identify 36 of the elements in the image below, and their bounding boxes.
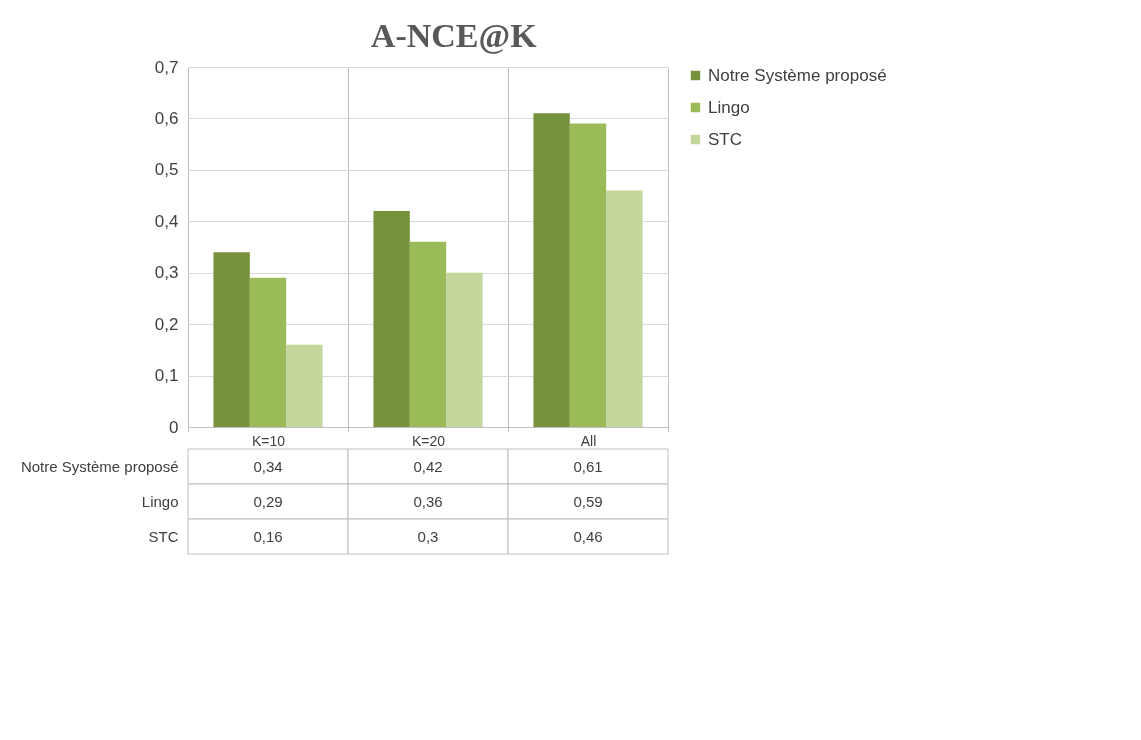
legend-label: Notre Système proposé [708,65,887,85]
bar [606,190,643,427]
data-label: 0,36 [413,492,443,510]
x-tick-label: K=20 [411,432,446,449]
x-tick-label: All [580,432,597,449]
bar [373,211,410,427]
bar [533,113,570,427]
data-label: 0,46 [573,527,603,545]
legend-label: STC [708,129,742,149]
data-label: 0,59 [573,492,603,510]
y-tick-label: 0,4 [154,211,179,231]
bar [286,344,323,427]
x-tick-label: K=10 [251,432,286,449]
text: Lingo [141,492,179,510]
bar [569,123,607,427]
y-tick-label: 0,5 [154,160,179,180]
data-label: 0,42 [413,457,443,475]
data-label: 0,34 [253,457,283,475]
y-tick-label: 0,2 [154,314,179,334]
bar [446,272,483,427]
data-label: 0,29 [253,492,283,510]
data-label: 0,16 [253,527,283,545]
bar [249,277,287,427]
y-tick-label: 0,3 [154,263,179,283]
data-label: 0,61 [573,457,603,475]
bar [213,252,250,427]
chart-title: A-NCE@K [370,17,538,54]
text: STC [148,527,179,545]
y-tick-label: 0,6 [154,108,179,128]
legend-label: Lingo [708,97,750,117]
text: Notre Système proposé [20,457,179,475]
y-tick-label: 0 [169,417,179,437]
data-label: 0,3 [417,527,439,545]
bar [409,241,447,427]
y-tick-label: 0,1 [154,366,179,386]
y-tick-label: 0,7 [154,57,179,77]
